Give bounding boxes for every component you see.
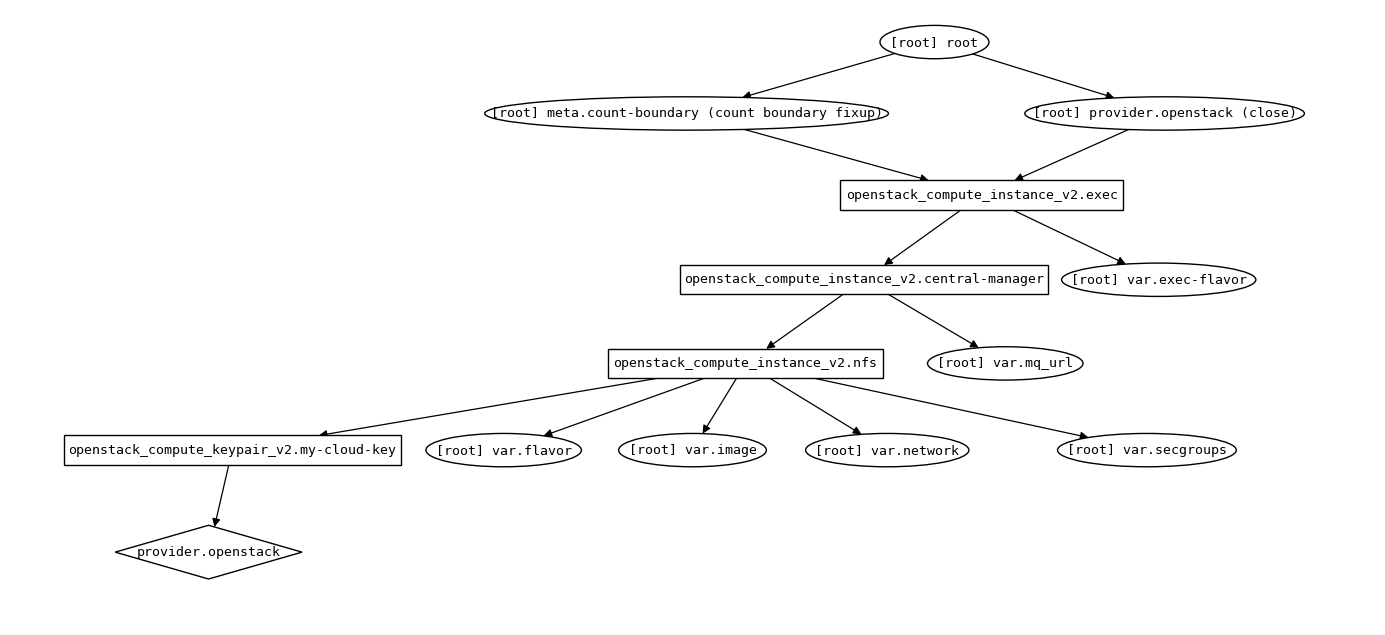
Text: [root] root: [root] root [891, 36, 978, 48]
Bar [841, 180, 1123, 210]
Text: [root] var.mq_url: [root] var.mq_url [938, 357, 1073, 370]
Ellipse shape [427, 434, 582, 467]
Ellipse shape [806, 434, 969, 467]
Ellipse shape [485, 97, 889, 130]
Text: openstack_compute_keypair_v2.my-cloud-key: openstack_compute_keypair_v2.my-cloud-ke… [68, 444, 396, 457]
Text: openstack_compute_instance_v2.nfs: openstack_compute_instance_v2.nfs [614, 357, 878, 370]
Polygon shape [115, 525, 302, 579]
Ellipse shape [619, 434, 766, 467]
Bar [680, 265, 1047, 295]
Text: [root] var.image: [root] var.image [629, 444, 756, 457]
Ellipse shape [879, 25, 989, 58]
Text: provider.openstack: provider.openstack [137, 545, 281, 559]
Ellipse shape [1058, 434, 1237, 467]
Bar [608, 349, 884, 378]
Ellipse shape [1061, 263, 1256, 297]
Text: [root] meta.count-boundary (count boundary fixup): [root] meta.count-boundary (count bounda… [490, 107, 882, 120]
Text: [root] var.secgroups: [root] var.secgroups [1066, 444, 1227, 457]
Ellipse shape [1025, 97, 1305, 130]
Text: [root] provider.openstack (close): [root] provider.openstack (close) [1033, 107, 1296, 120]
Text: [root] var.flavor: [root] var.flavor [436, 444, 572, 457]
Text: [root] var.network: [root] var.network [816, 444, 960, 457]
Text: [root] var.exec-flavor: [root] var.exec-flavor [1071, 273, 1246, 286]
Text: openstack_compute_instance_v2.central-manager: openstack_compute_instance_v2.central-ma… [684, 273, 1044, 286]
Text: openstack_compute_instance_v2.exec: openstack_compute_instance_v2.exec [846, 189, 1118, 201]
Ellipse shape [928, 347, 1083, 380]
Bar [64, 436, 400, 465]
